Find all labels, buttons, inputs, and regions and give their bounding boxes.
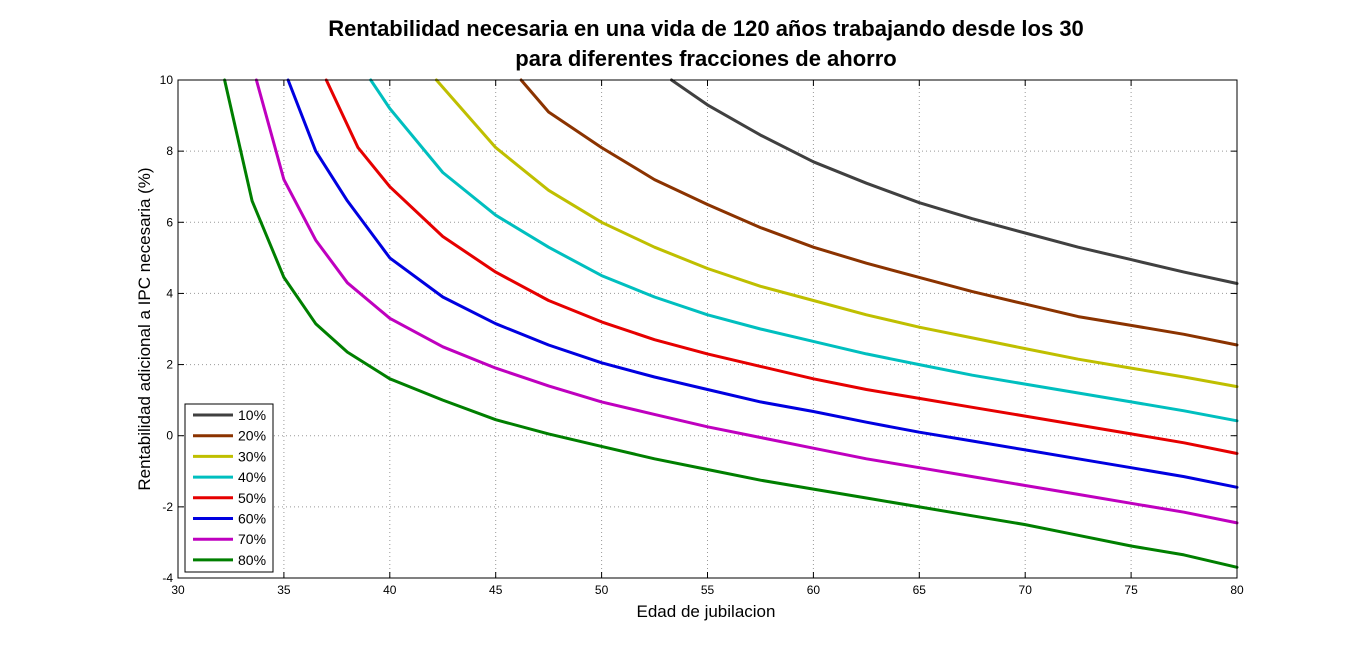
x-tick-label: 60 (807, 583, 821, 597)
y-tick-label: 10 (160, 73, 174, 87)
series-line-3 (434, 78, 1239, 389)
series-line-4 (369, 78, 1239, 423)
y-tick-label: -2 (162, 500, 173, 514)
x-tick-label: 75 (1124, 583, 1138, 597)
series-line-6 (286, 78, 1239, 489)
legend-label: 50% (238, 490, 266, 506)
legend-label: 80% (238, 552, 266, 568)
y-tick-label: 8 (166, 144, 173, 158)
x-tick-label: 80 (1230, 583, 1244, 597)
x-tick-label: 40 (383, 583, 397, 597)
series-layer (223, 78, 1239, 569)
legend-label: 10% (238, 407, 266, 423)
x-tick-label: 35 (277, 583, 291, 597)
legend-entries: 10% 20% 30% 40% 50% 60% 70% 80% (193, 407, 266, 568)
x-tick-label: 45 (489, 583, 503, 597)
series-line-5 (324, 78, 1239, 455)
legend: 10% 20% 30% 40% 50% 60% 70% 80% (184, 403, 274, 573)
chart-title-line-2: para diferentes fracciones de ahorro (515, 46, 896, 71)
legend-label: 30% (238, 448, 266, 464)
y-axis-label: Rentabilidad adicional a IPC necesaria (… (135, 167, 154, 490)
y-tick-label: 2 (166, 358, 173, 372)
legend-label: 60% (238, 511, 266, 527)
x-tick-label: 50 (595, 583, 609, 597)
y-tick-label: -4 (162, 571, 173, 585)
x-tick-label: 55 (701, 583, 715, 597)
legend-label: 20% (238, 428, 266, 444)
x-tick-label: 65 (913, 583, 927, 597)
series-line-7 (254, 78, 1239, 525)
legend-label: 40% (238, 469, 266, 485)
x-tick-label: 30 (171, 583, 185, 597)
series-line-2 (519, 78, 1239, 347)
x-axis-label: Edad de jubilacion (637, 602, 776, 621)
y-tick-label: 6 (166, 215, 173, 229)
y-tick-label: 4 (166, 286, 173, 300)
legend-box (184, 403, 274, 573)
series-line-8 (223, 78, 1239, 569)
x-tick-label: 70 (1019, 583, 1033, 597)
series-line-1 (670, 78, 1239, 285)
grid-layer (178, 80, 1237, 578)
chart-title-line-1: Rentabilidad necesaria en una vida de 12… (328, 16, 1084, 41)
legend-label: 70% (238, 531, 266, 547)
y-tick-label: 0 (166, 429, 173, 443)
tick-layer: 30 35 40 45 50 55 60 65 70 75 80 -4 -2 0 2 4 6 8 10 (160, 73, 1244, 597)
